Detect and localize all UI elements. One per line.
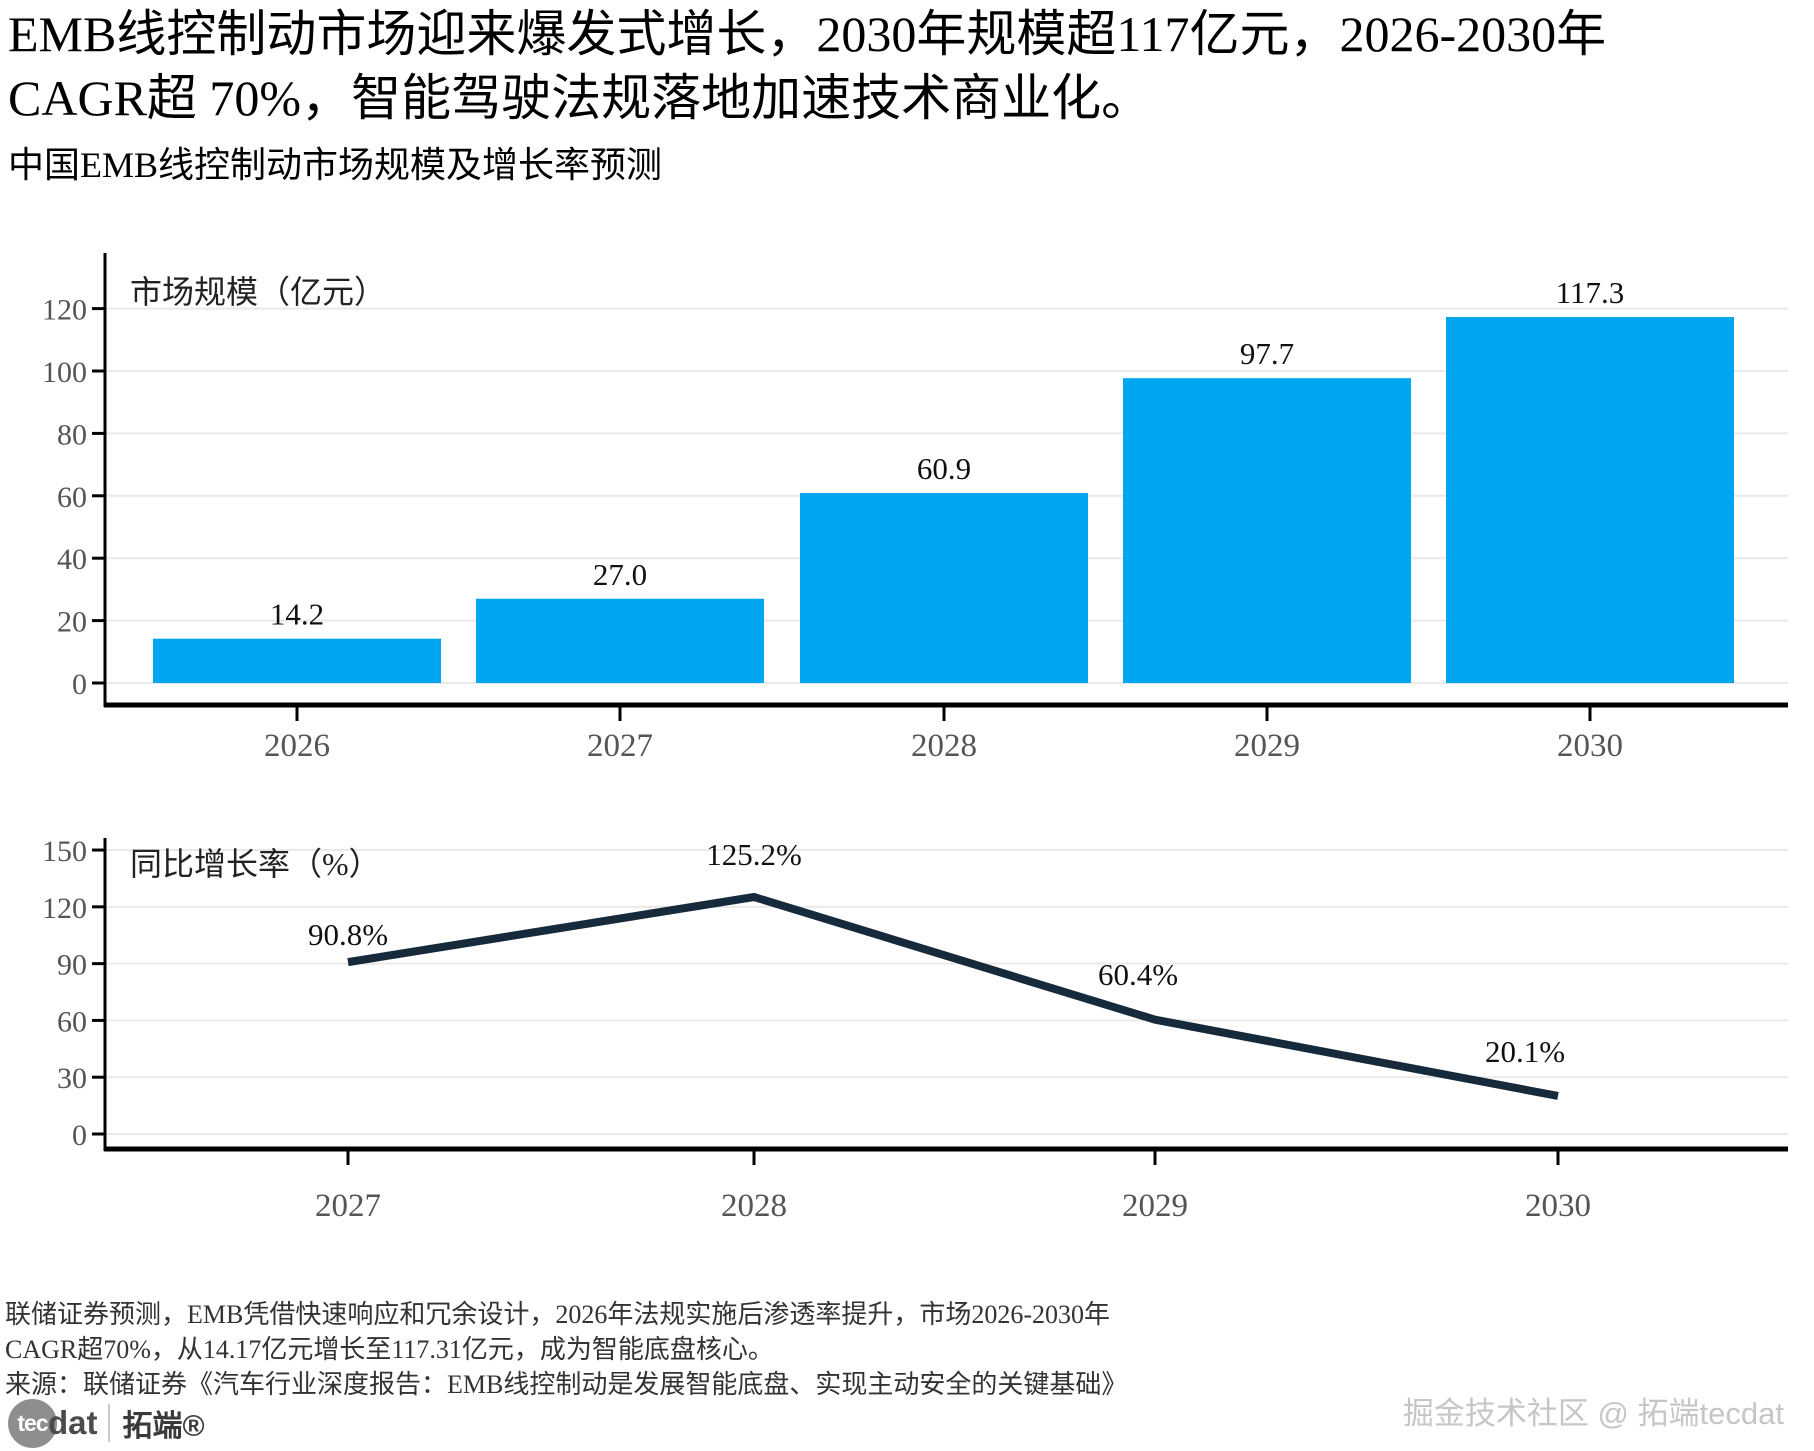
- y-tick-label: 120: [42, 294, 87, 327]
- y-tick-label: 80: [57, 418, 87, 451]
- bar-2026: [153, 638, 441, 683]
- bar-value-label-2029: 97.7: [1240, 336, 1294, 371]
- x-tick-label-2026: 2026: [264, 728, 330, 764]
- source-line: 来源：联储证券《汽车行业深度报告：EMB线控制动是发展智能底盘、实现主动安全的关…: [5, 1370, 1128, 1399]
- y-tick-label: 40: [57, 543, 87, 576]
- logo-chinese-text: 拓端®: [122, 1410, 205, 1443]
- bar-value-label-2026: 14.2: [270, 597, 324, 632]
- x-tick-label-2027: 2027: [315, 1188, 381, 1224]
- y-tick-label: 20: [57, 606, 87, 639]
- bar-value-label-2030: 117.3: [1556, 275, 1625, 310]
- bar-value-label-2027: 27.0: [593, 557, 647, 592]
- x-tick-label-2030: 2030: [1557, 728, 1623, 764]
- y-tick-label: 100: [42, 356, 87, 389]
- y-tick-label: 0: [72, 1119, 87, 1152]
- watermark: 掘金技术社区 @ 拓端tecdat: [1402, 1396, 1784, 1431]
- y-tick-label: 60: [57, 481, 87, 514]
- chart-series-label: 同比增长率（%）: [130, 846, 381, 882]
- point-label-2030: 20.1%: [1485, 1034, 1565, 1069]
- page-title-line1: EMB线控制动市场迎来爆发式增长，2030年规模超117亿元，2026-2030…: [8, 6, 1607, 62]
- x-tick-label-2027: 2027: [587, 728, 653, 764]
- footnote-line-1: 联储证券预测，EMB凭借快速响应和冗余设计，2026年法规实施后渗透率提升，市场…: [5, 1300, 1111, 1329]
- point-label-2028: 125.2%: [706, 837, 802, 872]
- x-tick-label-2029: 2029: [1234, 728, 1300, 764]
- y-tick-label: 60: [57, 1005, 87, 1038]
- x-tick-label-2030: 2030: [1525, 1188, 1591, 1224]
- bar-2029: [1123, 378, 1411, 683]
- y-tick-label: 120: [42, 892, 87, 925]
- y-tick-label: 30: [57, 1062, 87, 1095]
- point-label-2029: 60.4%: [1098, 957, 1178, 992]
- market-size-bar-chart: 0 20 40 60 80 100 120 2026 2027 2028 2029 2030 市场规模（…: [42, 253, 1788, 764]
- growth-rate-line-chart: 0 30 60 90 120 150 2027 2028 2029 2030 同比增长率（%） 90.…: [42, 835, 1788, 1224]
- point-label-2027: 90.8%: [308, 917, 388, 952]
- x-tick-label-2028: 2028: [721, 1188, 787, 1224]
- tecdat-logo-circle-icon: tec: [8, 1398, 57, 1448]
- bar-2028: [800, 492, 1088, 683]
- bar-2030: [1446, 317, 1734, 683]
- y-tick-label: 0: [72, 668, 87, 701]
- x-tick-label-2029: 2029: [1122, 1188, 1188, 1224]
- growth-rate-line: [347, 892, 1559, 1100]
- chart-series-label: 市场规模（亿元）: [130, 274, 386, 310]
- bar-value-label-2028: 60.9: [917, 451, 971, 486]
- y-tick-label: 150: [42, 835, 87, 868]
- page-title-line2: CAGR超 70%，智能驾驶法规落地加速技术商业化。: [8, 70, 1152, 126]
- page-title: EMB线控制动市场迎来爆发式增长，2030年规模超117亿元，2026-2030…: [8, 2, 1810, 130]
- tecdat-logo: tec dat 拓端®: [8, 1398, 205, 1448]
- chart-title: 中国EMB线控制动市场规模及增长率预测: [8, 145, 663, 185]
- footnote: 联储证券预测，EMB凭借快速响应和冗余设计，2026年法规实施后渗透率提升，市场…: [5, 1297, 1127, 1402]
- bar-2027: [476, 598, 764, 683]
- y-tick-label: 90: [57, 949, 87, 982]
- footnote-line-2: CAGR超70%，从14.17亿元增长至117.31亿元，成为智能底盘核心。: [5, 1335, 774, 1364]
- x-tick-label-2028: 2028: [911, 728, 977, 764]
- logo-tec-text: tec: [17, 1409, 48, 1436]
- logo-divider: [107, 1404, 110, 1442]
- logo-dat-text: dat: [48, 1404, 98, 1441]
